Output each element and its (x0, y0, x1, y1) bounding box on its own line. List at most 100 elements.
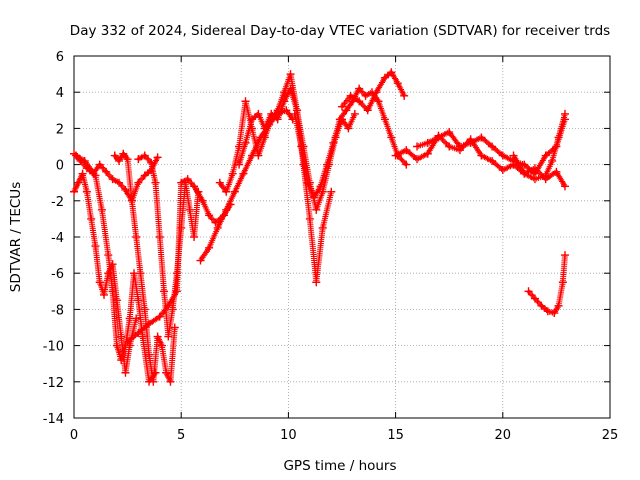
data-point (112, 341, 121, 350)
data-point (530, 175, 539, 184)
data-point (380, 115, 389, 124)
data-point (91, 171, 100, 180)
data-point (147, 158, 156, 167)
data-point (123, 155, 132, 164)
data-point (413, 155, 422, 164)
data-point (322, 160, 331, 169)
data-point (70, 187, 78, 196)
data-point (318, 223, 327, 232)
data-point (280, 97, 289, 106)
data-point (286, 84, 295, 93)
data-point (286, 70, 295, 79)
series-track-6 (123, 175, 235, 346)
data-point (558, 278, 567, 287)
data-point (554, 133, 563, 142)
data-point (335, 115, 344, 124)
data-point (95, 278, 104, 287)
data-point (260, 124, 269, 133)
grid-lines (74, 56, 610, 418)
data-point (140, 171, 149, 180)
data-point (466, 138, 475, 147)
data-point (123, 337, 132, 346)
data-point (108, 287, 117, 296)
data-point (260, 133, 269, 142)
data-point (213, 223, 222, 232)
data-point (97, 205, 106, 214)
data-point (162, 368, 171, 377)
data-point (455, 142, 464, 151)
data-point (100, 290, 109, 299)
data-point (140, 151, 149, 160)
data-point (166, 377, 175, 386)
y-tick-label: 6 (56, 50, 64, 65)
data-point (372, 88, 381, 97)
series-track-4 (110, 149, 179, 386)
data-point (355, 97, 364, 106)
data-point (560, 109, 569, 118)
data-point (361, 91, 370, 100)
y-tick-label: -6 (51, 267, 64, 282)
x-tick-label: 5 (177, 428, 185, 443)
data-point (312, 205, 321, 214)
chart-title: Day 332 of 2024, Sidereal Day-to-day VTE… (70, 23, 610, 39)
data-point (402, 146, 411, 155)
data-point (387, 68, 396, 77)
data-point (228, 169, 237, 178)
data-point (520, 160, 529, 169)
data-point (445, 142, 454, 151)
data-point (205, 243, 214, 252)
data-point (423, 138, 432, 147)
y-tick-label: -8 (51, 303, 64, 318)
data-point (318, 187, 327, 196)
data-point (170, 323, 179, 332)
data-point (153, 153, 162, 162)
data-point (342, 106, 351, 115)
y-tick-label: -10 (43, 340, 64, 355)
data-point (160, 287, 169, 296)
y-tick-label: -14 (43, 412, 64, 427)
data-point (72, 151, 81, 160)
series-track-13 (413, 115, 569, 178)
data-point (145, 350, 154, 359)
data-point (80, 156, 89, 165)
data-point (149, 377, 158, 386)
data-point (303, 178, 312, 187)
data-point (387, 133, 396, 142)
data-point (177, 178, 186, 187)
data-point (543, 307, 552, 316)
data-point (355, 84, 364, 93)
series-track-11 (338, 68, 409, 115)
y-tick-label: 4 (56, 86, 64, 101)
data-point (222, 205, 231, 214)
data-point (550, 309, 559, 318)
data-point (91, 242, 100, 251)
data-point (374, 97, 383, 106)
data-point (541, 171, 550, 180)
data-point (235, 160, 244, 169)
data-point (290, 109, 299, 118)
data-point (198, 196, 207, 205)
data-point (196, 256, 205, 265)
data-point (254, 151, 263, 160)
data-point (121, 368, 130, 377)
data-point (423, 149, 432, 158)
data-point (112, 296, 121, 305)
data-point (560, 182, 569, 191)
data-point (102, 167, 111, 176)
x-tick-label: 0 (70, 428, 78, 443)
data-point (164, 332, 173, 341)
data-point (254, 109, 263, 118)
data-point (190, 182, 199, 191)
data-point (239, 169, 248, 178)
data-series (70, 68, 569, 386)
x-tick-label: 15 (387, 428, 404, 443)
y-axis-label: SDTVAR / TECUs (8, 182, 24, 292)
data-point (134, 328, 143, 337)
series-markers (216, 71, 335, 286)
data-point (230, 187, 239, 196)
data-point (183, 175, 192, 184)
y-tick-label: -4 (51, 231, 64, 246)
data-point (554, 301, 563, 310)
data-point (172, 287, 181, 296)
